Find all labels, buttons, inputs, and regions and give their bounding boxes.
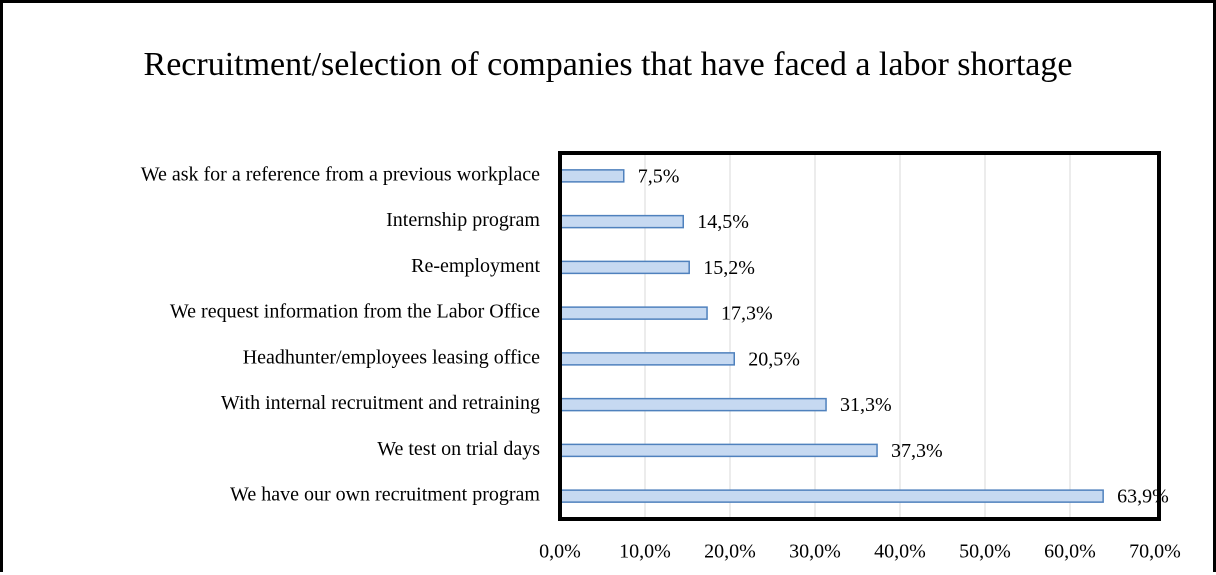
- value-label: 31,3%: [840, 394, 892, 416]
- y-tick-label: We request information from the Labor Of…: [170, 301, 540, 323]
- x-tick-label: 40,0%: [874, 541, 926, 563]
- value-label: 7,5%: [638, 165, 680, 187]
- plot-border: [558, 151, 1161, 521]
- value-label: 17,3%: [721, 303, 773, 325]
- bar: [559, 260, 690, 275]
- x-tick-label: 70,0%: [1129, 541, 1181, 563]
- bar: [559, 306, 708, 320]
- value-label: 14,5%: [697, 211, 749, 233]
- y-tick-label: Internship program: [386, 209, 540, 231]
- y-tick-label: We have our own recruitment program: [230, 484, 540, 506]
- value-label: 37,3%: [891, 440, 943, 462]
- x-tick-label: 30,0%: [789, 541, 841, 563]
- x-tick-label: 10,0%: [619, 541, 671, 563]
- value-label: 20,5%: [748, 348, 800, 370]
- y-tick-label: With internal recruitment and retraining: [221, 392, 540, 414]
- x-tick-label: 0,0%: [539, 541, 581, 563]
- y-tick-label: Headhunter/employees leasing office: [243, 346, 540, 368]
- x-tick-label: 60,0%: [1044, 541, 1096, 563]
- x-tick-label: 50,0%: [959, 541, 1011, 563]
- bar: [559, 214, 684, 229]
- bar: [559, 352, 735, 366]
- bar: [559, 169, 625, 183]
- x-tick-label: 20,0%: [704, 541, 756, 563]
- bar: [559, 443, 878, 458]
- chart-title: Recruitment/selection of companies that …: [143, 46, 1073, 83]
- y-tick-label: We test on trial days: [377, 438, 540, 460]
- bar: [559, 397, 827, 412]
- value-label: 63,9%: [1117, 486, 1169, 508]
- value-label: 15,2%: [703, 257, 755, 279]
- chart: 0,0% 10,0% 20,0% 30,0% 40,0% 50,0% 60,0% 70,0% W…: [141, 151, 1181, 563]
- bar: [559, 489, 1104, 503]
- y-tick-label: Re-employment: [411, 255, 540, 277]
- y-tick-label: We ask for a reference from a previous w…: [141, 163, 540, 185]
